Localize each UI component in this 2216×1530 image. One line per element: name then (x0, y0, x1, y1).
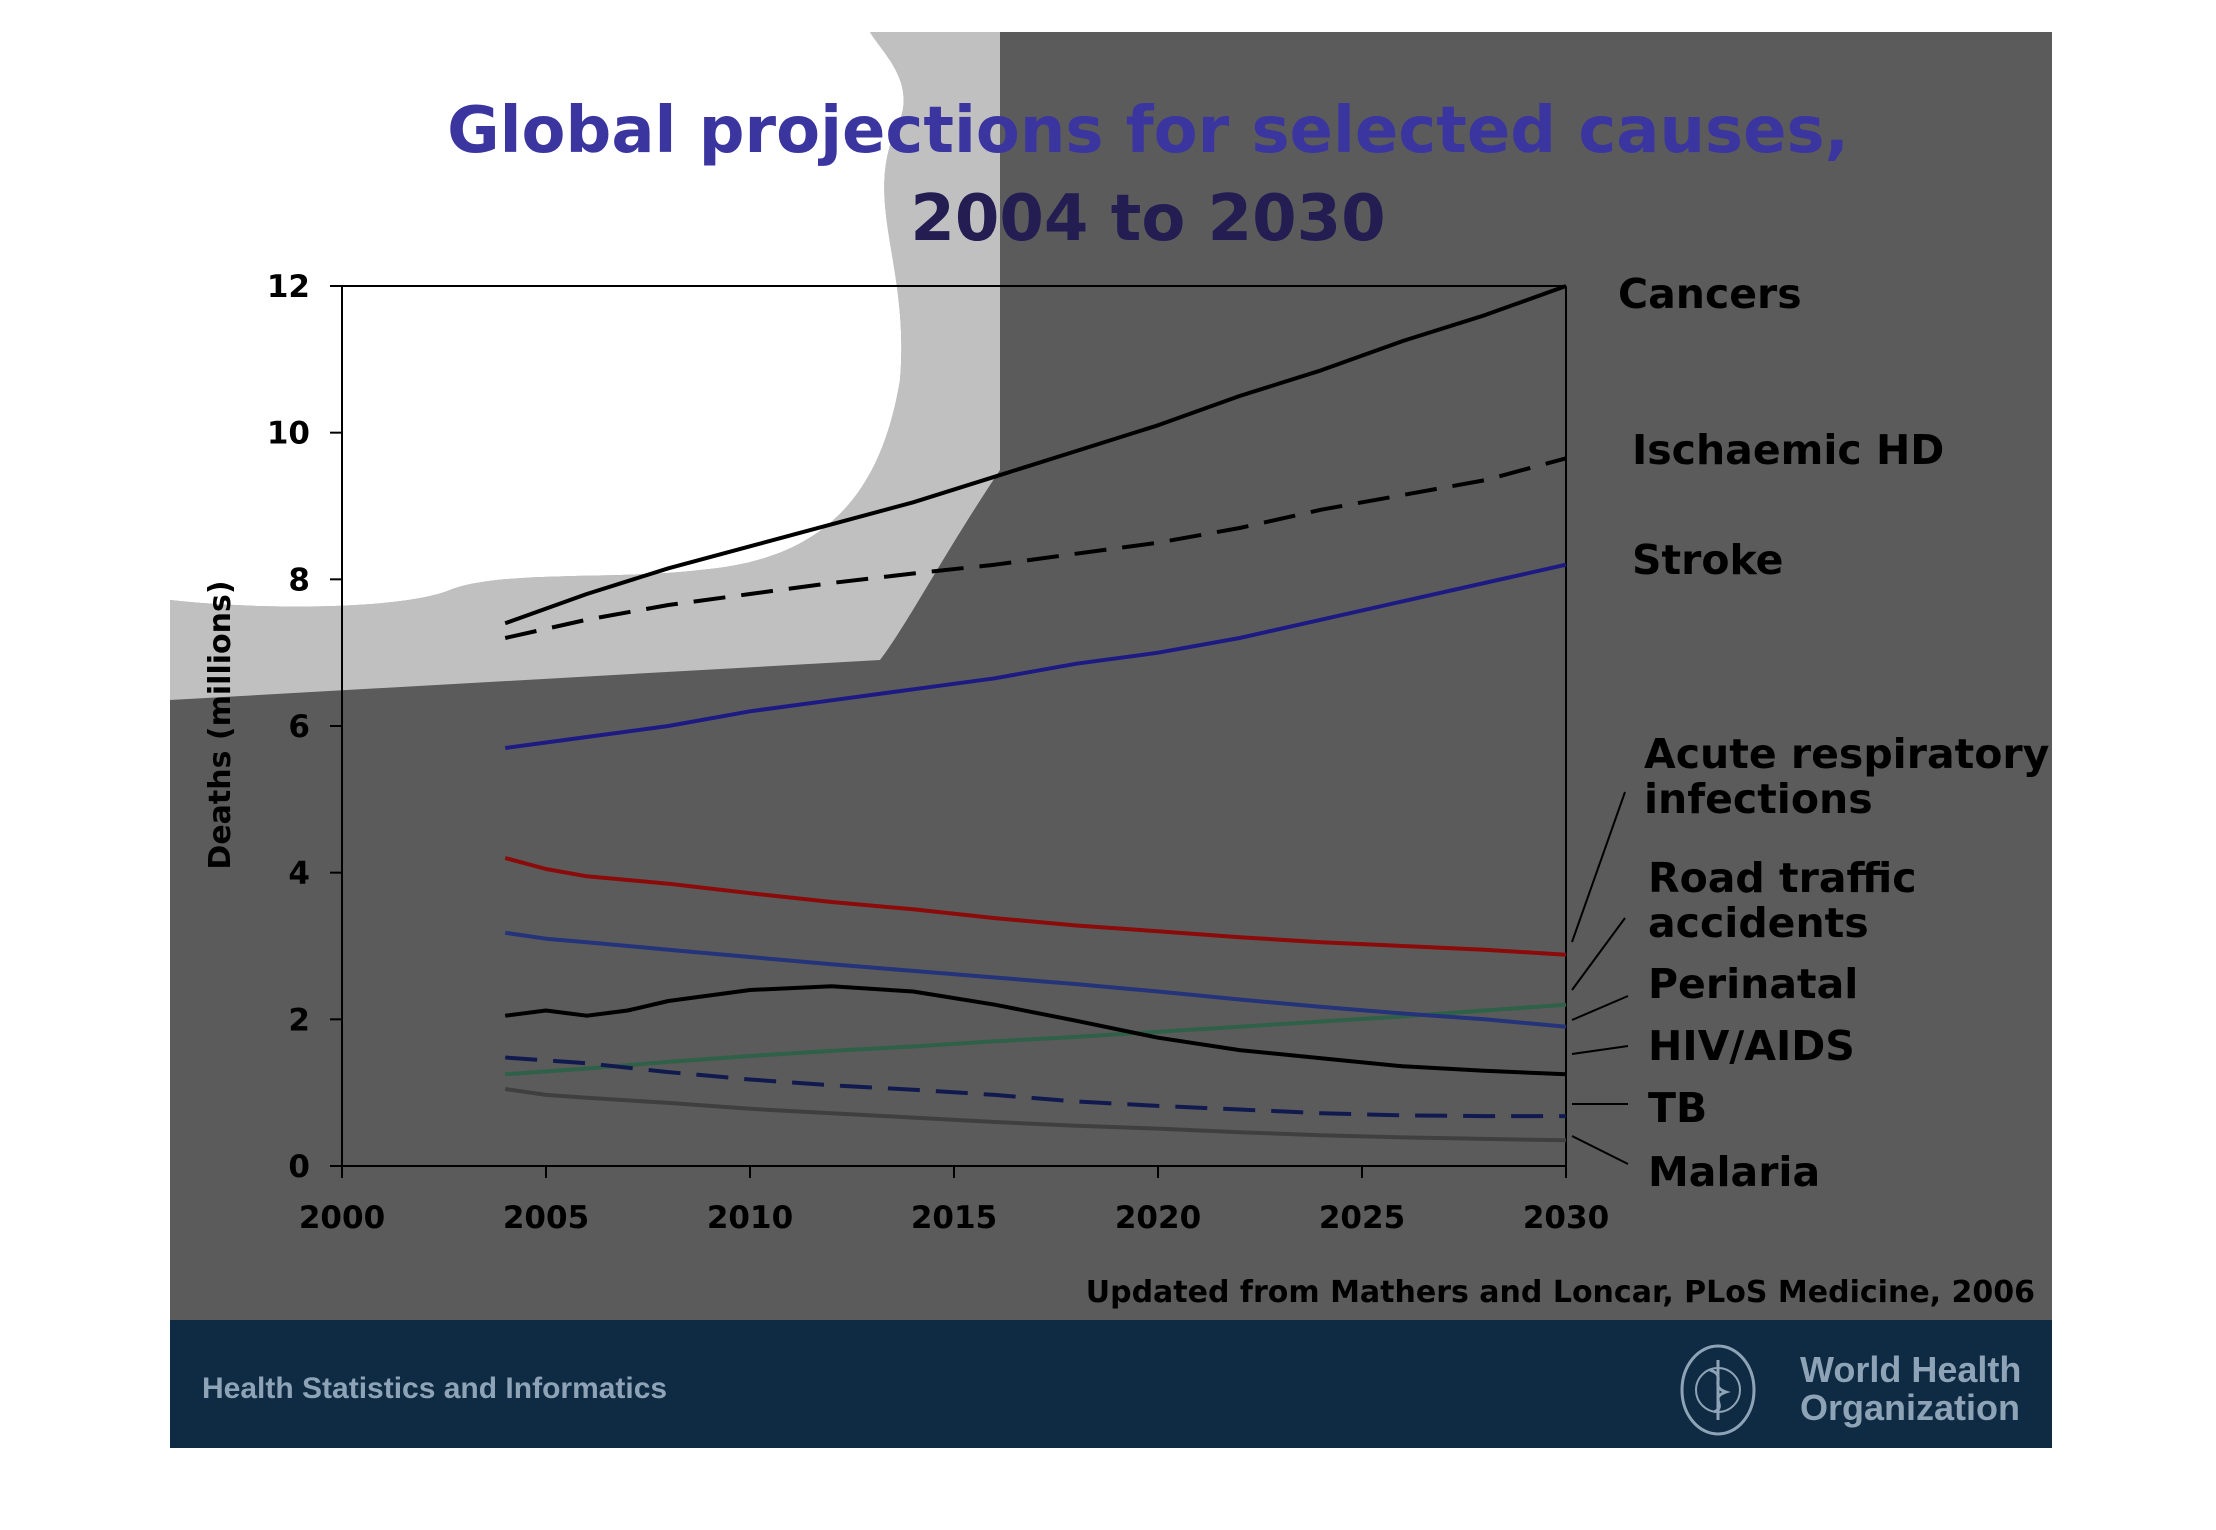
series-line-ischaemic-hd (504, 456, 1567, 640)
leader-line-road-traffic-accidents (1571, 917, 1626, 991)
y-tick-label: 2 (288, 1002, 310, 1038)
series-line-tb (505, 1055, 1566, 1119)
y-tick-label: 8 (288, 562, 310, 598)
slide-title-line1: Global projections for selected causes, (447, 94, 1849, 168)
x-tick-label: 2010 (707, 1200, 793, 1236)
series-line-hiv-aids (504, 984, 1567, 1077)
series-line-road-traffic-accidents (505, 1002, 1567, 1077)
footer-department: Health Statistics and Informatics (202, 1372, 667, 1405)
series-label-acute-respiratory-infections: Acute respiratory (1644, 730, 2049, 778)
footer-org-line2: Organization (1800, 1387, 2020, 1428)
y-tick-label: 10 (267, 416, 310, 452)
series-label-stroke: Stroke (1632, 536, 1784, 584)
x-tick-label: 2025 (1319, 1200, 1405, 1236)
series-label-malaria: Malaria (1648, 1148, 1820, 1196)
series-label-acute-respiratory-infections: infections (1644, 775, 1873, 823)
slide-title-line2: 2004 to 2030 (910, 182, 1385, 256)
series-label-perinatal: Perinatal (1648, 960, 1858, 1008)
series-label-ischaemic-hd: Ischaemic HD (1632, 426, 1944, 474)
chart-series-labels: Cancers Ischaemic HD Stroke Acute respirato… (1571, 270, 2049, 1196)
series-label-road-traffic-accidents: accidents (1648, 899, 1869, 947)
series-label-cancers: Cancers (1618, 270, 1802, 318)
line-chart: 0 2 4 6 8 10 12 2000 2005 2010 2015 2020 2025 2030 Ca… (203, 269, 2049, 1236)
series-line-stroke (504, 562, 1567, 750)
who-emblem-icon (1680, 1344, 1756, 1436)
source-note: Updated from Mathers and Loncar, PLoS Me… (1086, 1275, 2035, 1310)
x-tick-label: 2015 (911, 1200, 997, 1236)
chart-axes: 0 2 4 6 8 10 12 2000 2005 2010 2015 2020 2025 2030 (267, 269, 1609, 1236)
y-tick-label: 12 (267, 269, 310, 305)
series-label-tb: TB (1648, 1084, 1707, 1132)
footer-org-line1: World Health (1800, 1349, 2021, 1390)
x-tick-label: 2005 (503, 1200, 589, 1236)
y-tick-label: 6 (288, 709, 310, 745)
series-label-road-traffic-accidents: Road traffic (1648, 854, 1917, 902)
leader-line-hiv-aids (1571, 1045, 1629, 1055)
series-label-hiv-aids: HIV/AIDS (1648, 1022, 1855, 1070)
x-tick-label: 2030 (1523, 1200, 1609, 1236)
y-axis-label: Deaths (millions) (203, 580, 238, 869)
slide-background (170, 32, 2052, 1448)
leader-line-perinatal (1571, 995, 1629, 1021)
series-line-cancers (504, 284, 1567, 626)
background-light-blob (170, 32, 1000, 700)
y-tick-label: 0 (288, 1149, 310, 1185)
series-line-perinatal (504, 930, 1567, 1029)
x-tick-label: 2000 (299, 1200, 385, 1236)
chart-series-lines (504, 284, 1567, 1143)
series-line-acute-respiratory-infections (504, 856, 1567, 957)
series-line-malaria (504, 1087, 1567, 1143)
leader-line-malaria (1571, 1135, 1629, 1165)
background-white-area (170, 32, 904, 607)
leader-line-acute-respiratory-infections (1571, 791, 1626, 943)
y-tick-label: 4 (288, 856, 310, 892)
x-tick-label: 2020 (1115, 1200, 1201, 1236)
